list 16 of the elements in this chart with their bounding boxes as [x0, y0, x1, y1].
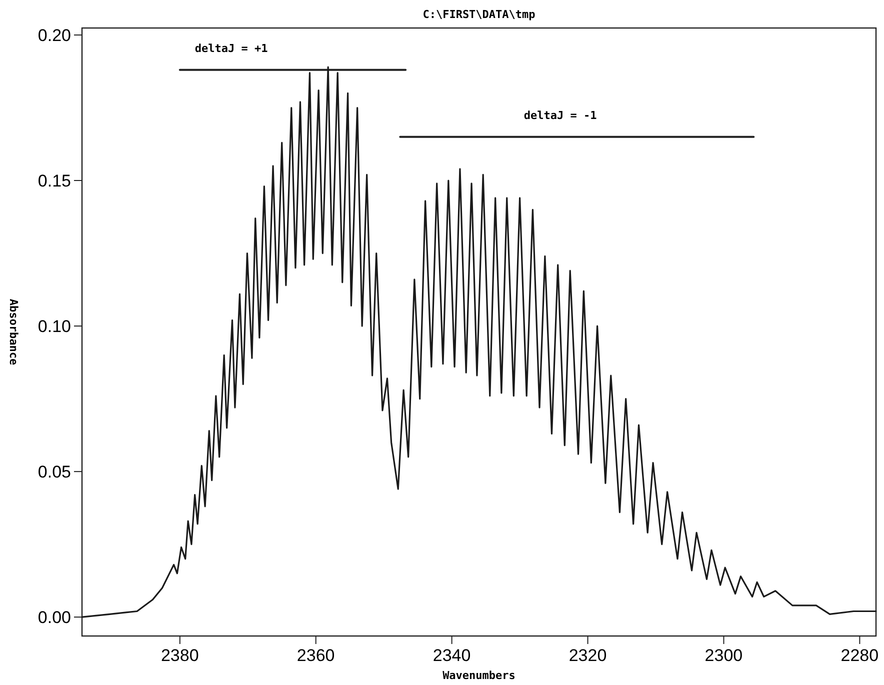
x-tick-label: 2340: [432, 646, 471, 665]
x-tick-label: 2280: [840, 646, 879, 665]
x-axis-title: Wavenumbers: [442, 669, 516, 682]
y-axis-title: Absorbance: [7, 298, 20, 366]
x-tick-label: 2300: [704, 646, 743, 665]
y-tick-label: 0.20: [38, 26, 71, 45]
y-tick-label: 0.00: [38, 608, 71, 628]
x-tick-label: 2380: [160, 646, 199, 665]
chart-title: C:\FIRST\DATA\tmp: [422, 8, 536, 21]
y-tick-label: 0.10: [38, 316, 71, 336]
series-label: deltaJ = -1: [524, 108, 598, 122]
series-label: deltaJ = +1: [194, 42, 268, 55]
y-tick-label: 0.05: [38, 462, 71, 482]
x-tick-label: 2360: [296, 646, 335, 665]
y-tick-label: 0.15: [38, 171, 71, 190]
x-tick-label: 2320: [568, 646, 607, 665]
